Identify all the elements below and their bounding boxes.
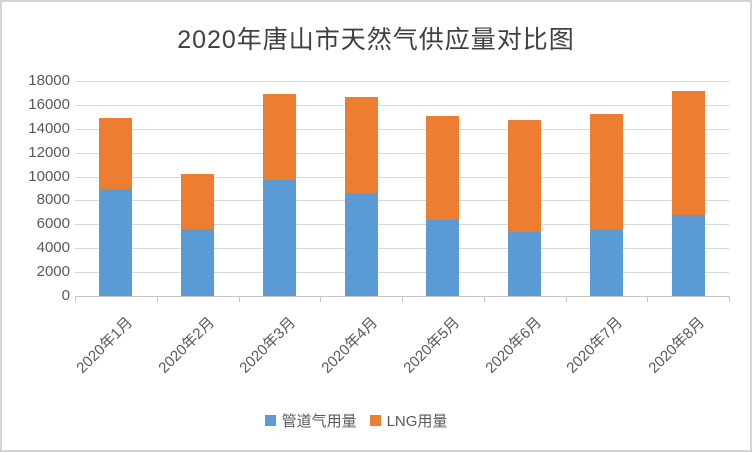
y-axis-tick-label: 4000	[36, 239, 70, 257]
legend-item-lng[interactable]: LNG用量	[369, 410, 448, 431]
bar-segment-pipeline-gas[interactable]	[671, 214, 705, 296]
bar-segment-pipeline-gas[interactable]	[262, 180, 296, 296]
bar-segment-lng[interactable]	[181, 174, 215, 230]
bar-segment-pipeline-gas[interactable]	[426, 219, 460, 296]
y-axis-tick-label: 14000	[28, 119, 70, 137]
bar-segment-pipeline-gas[interactable]	[508, 231, 542, 296]
x-axis-tick	[156, 297, 158, 302]
y-axis-tick-label: 0	[61, 287, 70, 304]
legend-item-pipeline-gas[interactable]: 管道气用量	[264, 410, 357, 431]
gridline	[75, 104, 729, 106]
bar-segment-lng[interactable]	[426, 115, 460, 220]
gridline	[75, 176, 729, 178]
bar-segment-lng[interactable]	[262, 94, 296, 181]
chart-title: 2020年唐山市天然气供应量对比图	[177, 26, 575, 54]
gridline	[75, 224, 729, 226]
y-axis-tick-label: 10000	[28, 167, 70, 185]
x-axis-tick	[320, 297, 322, 302]
x-axis-tick	[238, 297, 240, 302]
x-axis-tick	[729, 297, 730, 302]
gridline	[75, 128, 729, 130]
bar-segment-pipeline-gas[interactable]	[344, 193, 378, 296]
legend: 管道气用量 LNG用量	[0, 410, 732, 431]
legend-label-pipeline-gas: 管道气用量	[281, 413, 357, 430]
x-axis-tick	[565, 297, 567, 302]
bar-segment-lng[interactable]	[344, 96, 378, 194]
legend-label-lng: LNG用量	[386, 413, 448, 430]
gridline	[75, 272, 729, 274]
legend-swatch-lng-icon	[369, 415, 381, 426]
bar-segment-pipeline-gas[interactable]	[589, 230, 623, 296]
legend-swatch-pipeline-gas-icon	[264, 415, 276, 426]
gridline	[75, 152, 729, 154]
y-axis-tick-label: 12000	[28, 143, 70, 161]
gridline	[75, 248, 729, 250]
bar-segment-pipeline-gas[interactable]	[181, 229, 215, 296]
y-axis-tick-label: 18000	[28, 72, 70, 89]
bar-segment-lng[interactable]	[589, 114, 623, 231]
bar-segment-lng[interactable]	[671, 90, 705, 215]
bar-segment-lng[interactable]	[99, 118, 133, 189]
y-axis-tick-label: 16000	[28, 95, 70, 113]
x-axis-tick	[647, 297, 649, 302]
x-axis-line	[75, 296, 730, 297]
x-axis-tick	[75, 297, 76, 302]
gridline	[75, 200, 729, 202]
y-axis-tick-label: 2000	[36, 263, 70, 281]
x-axis-tick	[483, 297, 485, 302]
y-axis-tick-label: 6000	[36, 215, 70, 233]
bar-segment-pipeline-gas[interactable]	[99, 188, 133, 296]
y-axis-tick-label: 8000	[36, 191, 70, 209]
x-axis-tick	[402, 297, 403, 302]
plot-area	[75, 81, 729, 296]
bar-segment-lng[interactable]	[508, 120, 542, 232]
gridline	[75, 81, 729, 82]
